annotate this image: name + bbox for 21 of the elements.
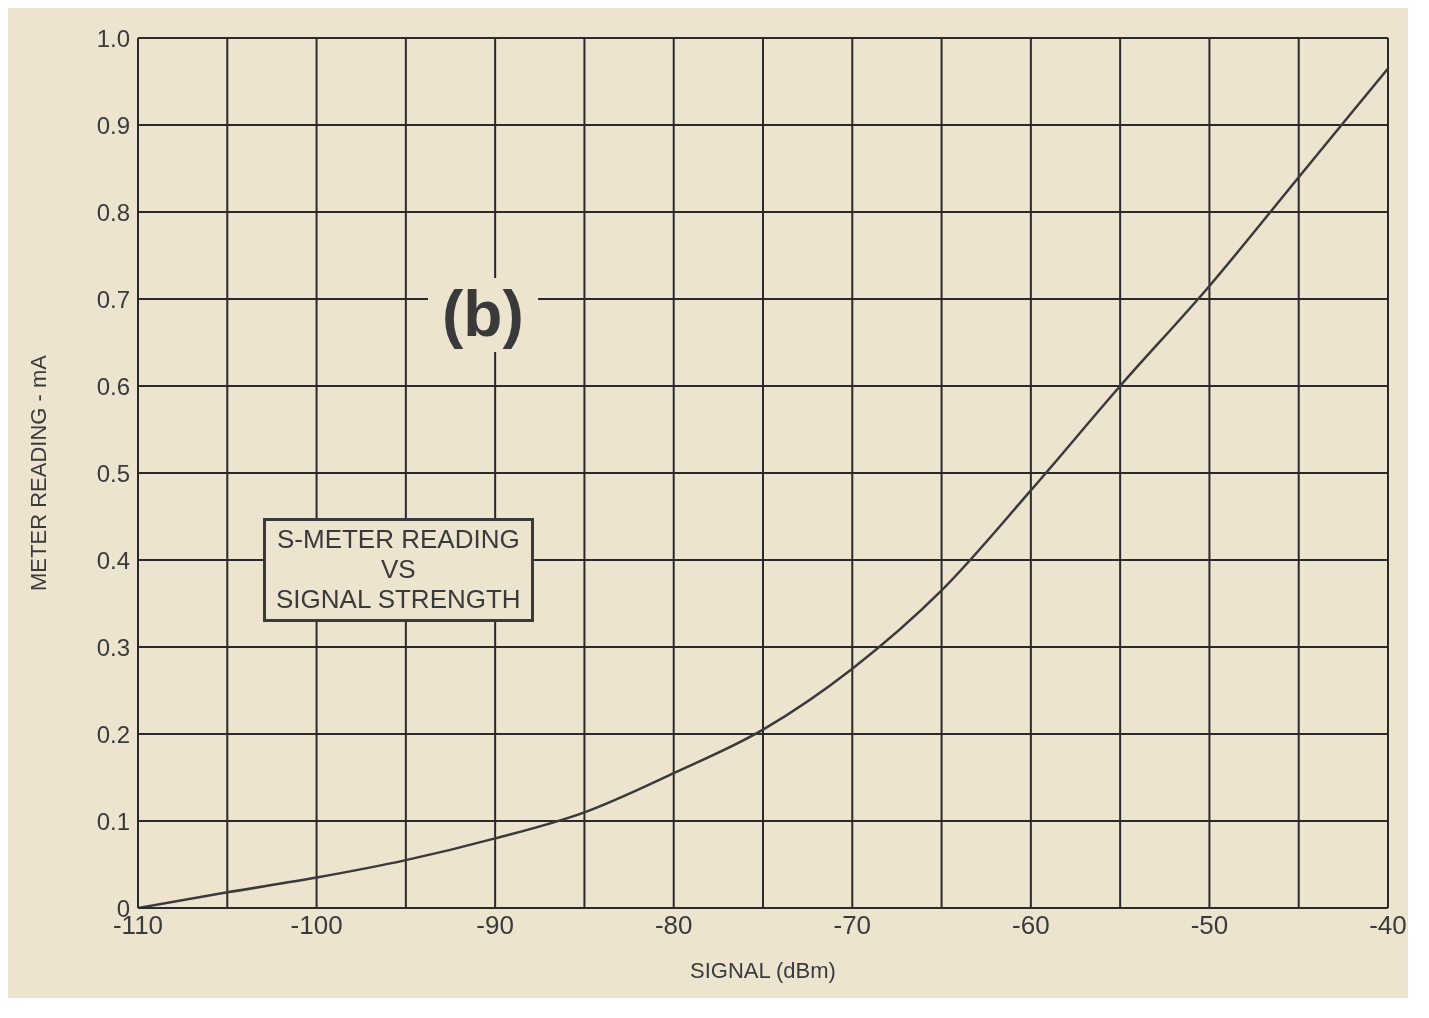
y-tick-label: 0.4 [96,546,130,574]
y-tick-label: 0.1 [96,807,130,835]
annotation: S-METER READING VS SIGNAL STRENGTH [263,518,534,622]
x-tick-label: -100 [290,910,343,941]
y-tick-label: 0.5 [96,459,130,487]
x-tick-label: -70 [833,910,872,941]
x-axis-title: SIGNAL (dBm) [690,958,836,983]
x-tick-label: -60 [1012,910,1050,941]
x-tick-label: -40 [1369,910,1407,941]
x-tick-label: -50 [1190,910,1229,941]
y-tick-label: 0.8 [96,198,130,226]
x-tick-label: -80 [654,910,693,941]
y-tick-label: 0.6 [96,372,130,400]
y-tick-label: 0.3 [96,633,130,661]
y-tick-label: 0.7 [96,285,130,313]
annotation: (b) [428,278,538,352]
x-tick-label: -90 [476,910,514,941]
y-tick-label: 0.9 [96,111,130,139]
y-tick-label: 1.0 [96,24,130,52]
y-axis-title: METER READING - mA [25,354,51,591]
y-tick-label: 0.2 [96,720,130,748]
